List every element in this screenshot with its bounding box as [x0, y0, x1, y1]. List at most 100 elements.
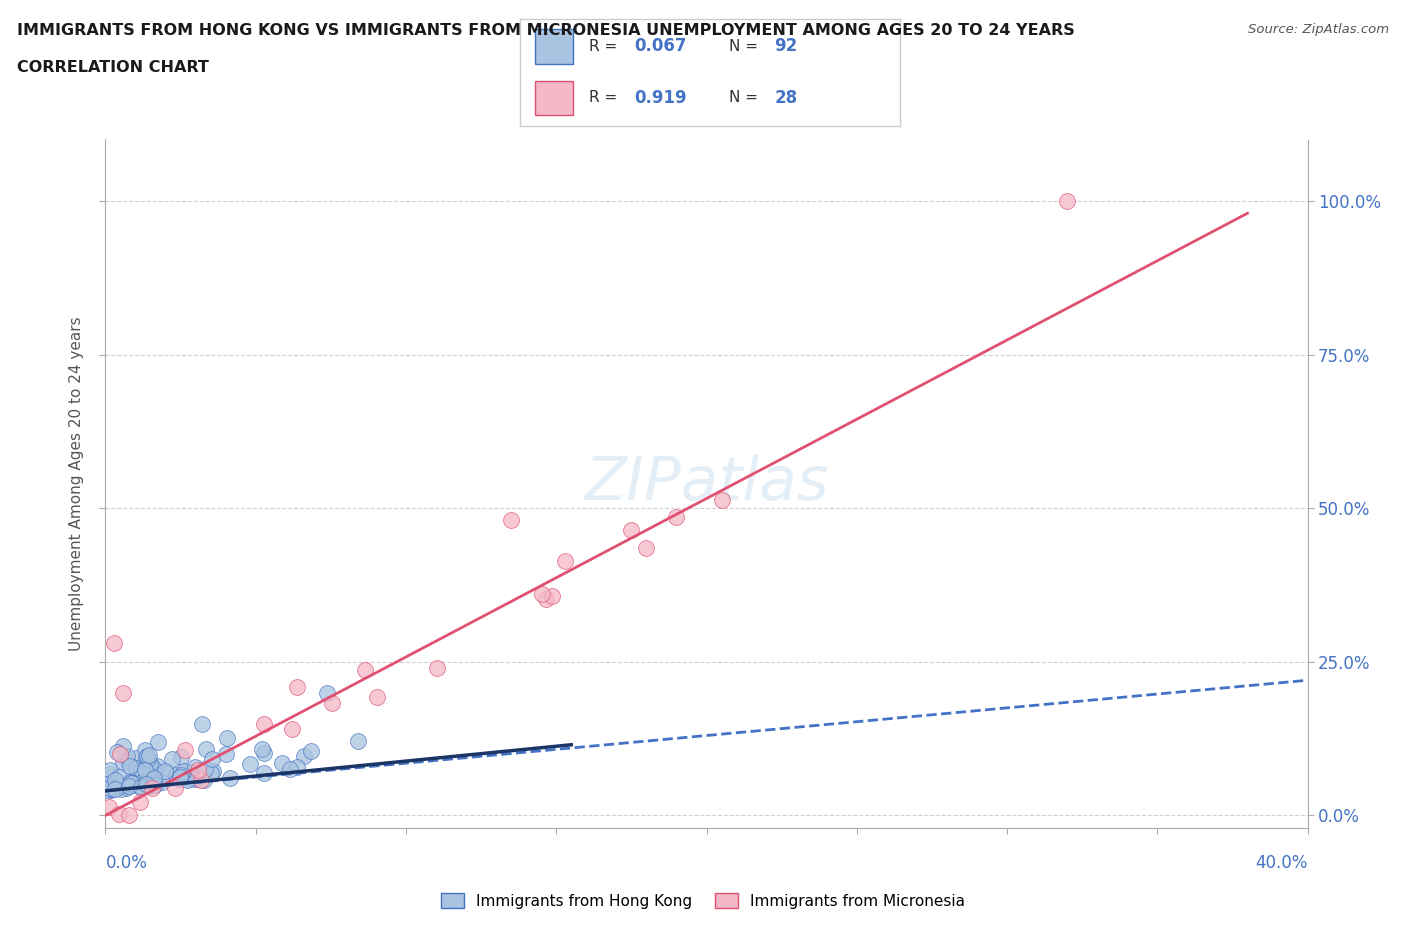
Point	[173, 742, 195, 757]
Point	[129, 763, 152, 777]
Point	[104, 782, 127, 797]
Point	[193, 772, 215, 787]
Point	[98, 781, 121, 796]
Point	[219, 770, 242, 785]
Text: 40.0%: 40.0%	[1256, 854, 1308, 872]
Point	[194, 762, 217, 777]
Point	[169, 770, 191, 785]
Point	[107, 770, 129, 785]
Point	[173, 764, 195, 778]
Text: 28: 28	[775, 88, 797, 107]
Point	[710, 492, 733, 507]
Point	[122, 776, 145, 790]
Point	[111, 754, 134, 769]
Point	[141, 777, 163, 791]
Point	[285, 680, 308, 695]
Point	[179, 764, 201, 779]
Point	[127, 766, 149, 781]
Text: N =: N =	[730, 90, 763, 105]
Point	[139, 755, 162, 770]
Point	[138, 747, 160, 762]
Point	[531, 587, 554, 602]
Point	[134, 742, 156, 757]
Text: 92: 92	[775, 37, 797, 56]
Point	[190, 772, 212, 787]
Text: 0.0%: 0.0%	[105, 854, 148, 872]
Point	[135, 777, 157, 791]
Point	[280, 722, 302, 737]
Point	[217, 731, 239, 746]
Text: R =: R =	[589, 39, 621, 54]
Point	[100, 766, 122, 781]
Point	[665, 510, 688, 525]
Point	[136, 751, 159, 766]
Point	[150, 775, 173, 790]
Point	[153, 764, 176, 778]
Point	[250, 742, 273, 757]
Point	[176, 773, 198, 788]
Point	[146, 735, 169, 750]
Point	[143, 762, 166, 777]
Point	[271, 756, 294, 771]
Point	[191, 717, 214, 732]
Point	[125, 761, 148, 776]
Point	[215, 747, 238, 762]
Y-axis label: Unemployment Among Ages 20 to 24 years: Unemployment Among Ages 20 to 24 years	[69, 316, 84, 651]
Point	[155, 765, 177, 780]
Point	[104, 773, 127, 788]
Point	[165, 767, 187, 782]
Point	[110, 781, 132, 796]
Point	[94, 777, 117, 791]
Point	[107, 745, 129, 760]
Point	[163, 781, 186, 796]
Point	[280, 762, 302, 777]
Point	[118, 775, 141, 790]
Point	[103, 636, 125, 651]
Point	[143, 777, 166, 792]
Point	[170, 767, 193, 782]
Point	[501, 513, 523, 528]
Text: R =: R =	[589, 90, 621, 105]
Point	[118, 758, 141, 773]
Point	[200, 765, 222, 780]
Bar	[536, 81, 574, 115]
Point	[354, 663, 377, 678]
Point	[110, 779, 132, 794]
Point	[120, 776, 142, 790]
Point	[239, 757, 262, 772]
Point	[115, 749, 138, 764]
Text: N =: N =	[730, 39, 763, 54]
Legend: Immigrants from Hong Kong, Immigrants from Micronesia: Immigrants from Hong Kong, Immigrants fr…	[434, 887, 972, 915]
Point	[131, 779, 153, 794]
Point	[253, 745, 276, 760]
Point	[160, 751, 183, 766]
Point	[316, 685, 339, 700]
Point	[134, 763, 156, 777]
Point	[141, 772, 163, 787]
Point	[179, 772, 201, 787]
Point	[135, 749, 157, 764]
Bar	[536, 30, 574, 63]
Point	[124, 768, 146, 783]
Point	[120, 776, 142, 790]
Point	[96, 782, 118, 797]
Point	[135, 751, 157, 765]
Point	[134, 771, 156, 786]
Point	[101, 782, 124, 797]
Point	[118, 779, 141, 794]
Point	[129, 795, 152, 810]
Point	[132, 775, 155, 790]
Point	[143, 770, 166, 785]
Text: 0.919: 0.919	[634, 88, 686, 107]
Point	[184, 760, 207, 775]
Point	[118, 808, 141, 823]
Point	[194, 741, 217, 756]
Point	[366, 690, 388, 705]
Point	[534, 591, 557, 606]
Point	[1056, 193, 1078, 208]
Point	[125, 751, 148, 765]
Text: CORRELATION CHART: CORRELATION CHART	[17, 60, 208, 75]
Point	[145, 759, 167, 774]
Point	[253, 716, 276, 731]
Point	[138, 778, 160, 793]
